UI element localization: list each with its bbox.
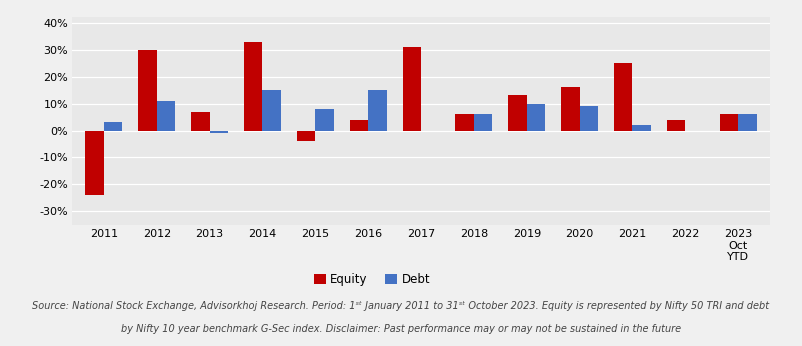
- Bar: [561, 88, 580, 130]
- Bar: [262, 90, 281, 130]
- Bar: [350, 120, 368, 130]
- Bar: [456, 115, 474, 130]
- Bar: [738, 115, 757, 130]
- Bar: [403, 47, 421, 130]
- Text: Source: National Stock Exchange, Advisorkhoj Research. Period: 1ˢᵗ January 2011 : Source: National Stock Exchange, Advisor…: [32, 301, 770, 311]
- Bar: [156, 101, 176, 130]
- Bar: [614, 63, 633, 130]
- Bar: [297, 130, 315, 141]
- Text: by Nifty 10 year benchmark G-Sec index. Disclaimer: Past performance may or may : by Nifty 10 year benchmark G-Sec index. …: [121, 324, 681, 334]
- Bar: [633, 125, 651, 130]
- Bar: [85, 130, 104, 195]
- Bar: [474, 115, 492, 130]
- Bar: [315, 109, 334, 130]
- Bar: [527, 103, 545, 130]
- Bar: [104, 122, 123, 130]
- Bar: [580, 106, 598, 130]
- Bar: [244, 42, 262, 130]
- Bar: [138, 50, 156, 130]
- Bar: [508, 95, 527, 130]
- Bar: [191, 112, 209, 130]
- Bar: [209, 130, 228, 133]
- Legend: Equity, Debt: Equity, Debt: [309, 268, 435, 291]
- Bar: [719, 115, 738, 130]
- Bar: [666, 120, 686, 130]
- Bar: [368, 90, 387, 130]
